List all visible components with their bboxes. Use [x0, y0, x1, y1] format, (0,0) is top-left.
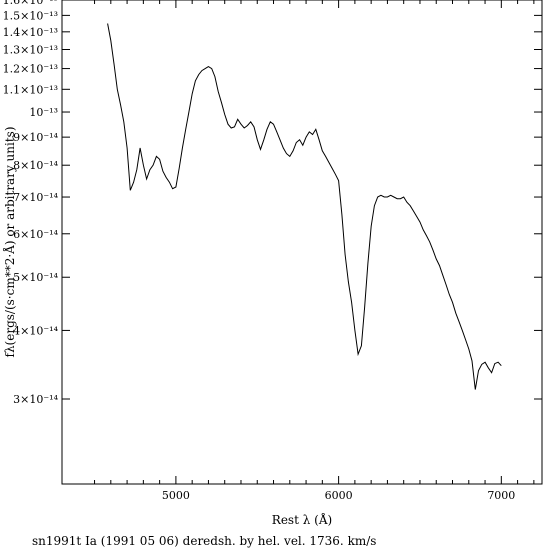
- y-tick-label: 1.2×10⁻¹³: [3, 63, 58, 76]
- plot-frame: [61, 0, 543, 485]
- y-tick-label: 1.3×10⁻¹³: [3, 43, 58, 56]
- x-tick-label: 5000: [162, 489, 190, 502]
- y-tick-label: 7×10⁻¹⁴: [13, 191, 58, 204]
- y-tick-label: 4×10⁻¹⁴: [13, 324, 58, 337]
- y-tick-label: 10⁻¹³: [29, 106, 58, 119]
- y-tick-label: 1.6×10⁻¹³: [3, 0, 58, 7]
- x-tick-label: 6000: [325, 489, 353, 502]
- caption: sn1991t Ia (1991 05 06) deredsh. by hel.…: [32, 534, 376, 548]
- y-tick-label: 1.4×10⁻¹³: [3, 26, 58, 39]
- y-axis-ticks: 1.6×10⁻¹³ 1.5×10⁻¹³ 1.4×10⁻¹³ 1.3×10⁻¹³ 1.2×…: [3, 0, 542, 406]
- y-tick-label: 1.5×10⁻¹³: [3, 9, 58, 22]
- y-tick-label: 8×10⁻¹⁴: [13, 159, 58, 172]
- y-tick-label: 3×10⁻¹⁴: [13, 393, 58, 406]
- y-tick-label: 6×10⁻¹⁴: [13, 228, 58, 241]
- y-axis-label: fλ(ergs/(s·cm**2·Å) or arbitrary units): [2, 127, 17, 358]
- y-tick-label: 5×10⁻¹⁴: [13, 271, 58, 284]
- y-tick-label: 9×10⁻¹⁴: [13, 131, 58, 144]
- x-tick-label: 7000: [487, 489, 515, 502]
- x-axis-ticks: 5000 6000 7000: [94, 0, 535, 502]
- spectrum-series-line: [107, 23, 502, 390]
- x-axis-label: Rest λ (Å): [272, 512, 332, 527]
- y-tick-label: 1.1×10⁻¹³: [3, 83, 58, 96]
